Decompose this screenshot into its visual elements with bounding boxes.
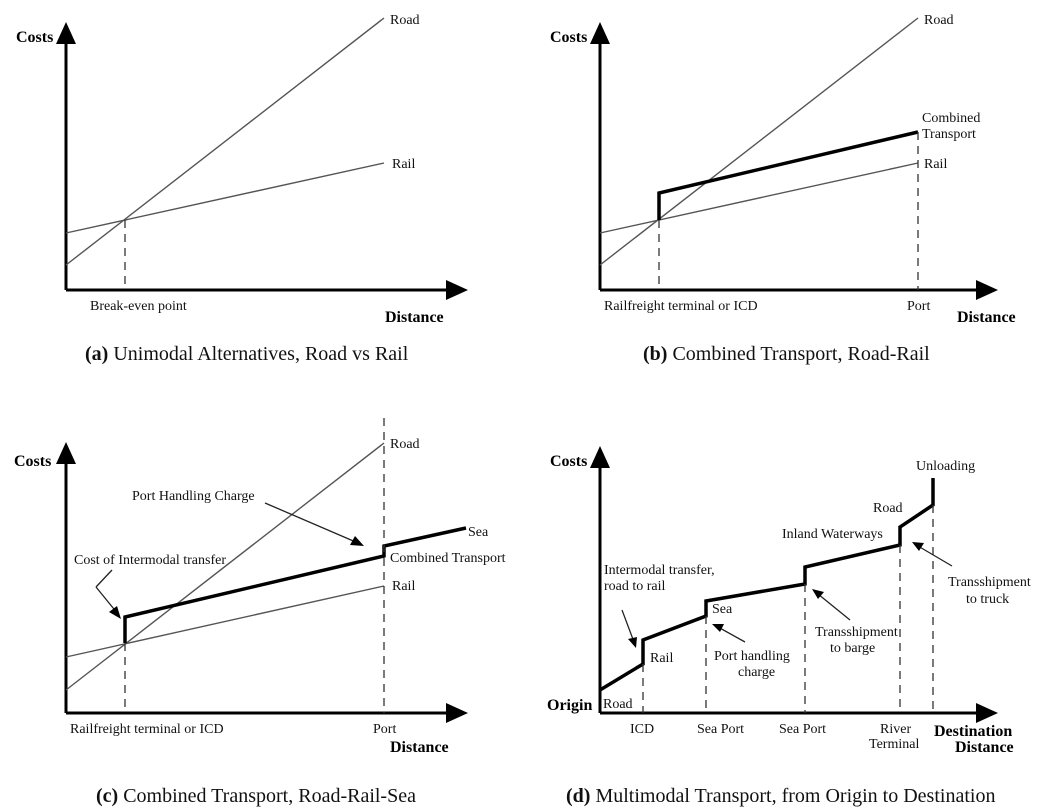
- port-handling-label: Port Handling Charge: [132, 489, 255, 504]
- panel-d: Costs Origin Destination Distance Unload…: [547, 446, 1031, 807]
- sea-label: Sea: [712, 602, 733, 617]
- transfer-label-line2: road to rail: [604, 579, 666, 594]
- caption-c: (c) Combined Transport, Road-Rail-Sea: [96, 785, 416, 807]
- rail-label: Rail: [924, 157, 947, 172]
- port-label: Port: [907, 299, 930, 314]
- road-label: Road: [390, 437, 420, 452]
- transship-truck-label-line2: to truck: [966, 592, 1009, 607]
- transship-truck-label-line1: Transshipment: [948, 575, 1031, 590]
- road-top-label: Road: [873, 501, 903, 516]
- port-handling-arrowhead: [350, 536, 364, 546]
- x-axis-label: Distance: [955, 739, 1014, 756]
- x-axis-arrow: [976, 703, 998, 723]
- x-axis-arrow: [446, 280, 468, 300]
- port-label: Port: [373, 722, 396, 737]
- road-line: [65, 17, 385, 266]
- combined-label-line2: Transport: [922, 127, 976, 142]
- road-line: [65, 442, 385, 691]
- caption-d: (d) Multimodal Transport, from Origin to…: [566, 785, 995, 807]
- terminal-label: Terminal: [869, 737, 919, 752]
- panel-b: Costs Distance Road Combined Transport R…: [550, 13, 1016, 365]
- transship-barge-label-line2: to barge: [830, 641, 875, 656]
- road-label: Road: [390, 13, 420, 28]
- caption-b: (b) Combined Transport, Road-Rail: [643, 343, 930, 365]
- barge-pointer: [817, 593, 851, 621]
- x-axis-arrow: [976, 280, 998, 300]
- combined-label-line1: Combined: [922, 111, 980, 126]
- road-bottom-label: Road: [603, 697, 633, 712]
- transfer-arrowhead: [628, 637, 637, 648]
- barge-arrowhead: [812, 589, 824, 599]
- origin-label: Origin: [547, 697, 592, 714]
- unloading-label: Unloading: [916, 459, 975, 474]
- river-label: River: [880, 722, 911, 737]
- combined-label: Combined Transport: [390, 551, 506, 566]
- y-axis-label: Costs: [14, 453, 51, 470]
- destination-label: Destination: [934, 723, 1012, 740]
- rail-label: Rail: [650, 651, 673, 666]
- rail-line: [599, 162, 919, 234]
- break-even-label: Break-even point: [90, 299, 187, 314]
- y-axis-arrow: [590, 446, 610, 468]
- road-line: [599, 17, 919, 266]
- x-axis-label: Distance: [957, 309, 1016, 326]
- x-axis-arrow: [446, 703, 468, 723]
- port-handling-pointer: [264, 502, 359, 544]
- road-label: Road: [924, 13, 954, 28]
- rail-line: [65, 585, 385, 658]
- truck-pointer: [917, 545, 953, 567]
- sea-port-2-label: Sea Port: [779, 722, 826, 737]
- port-handling-label-line1: Port handling: [714, 649, 790, 664]
- panel-c: Costs Distance Road Port Handling Charge…: [14, 418, 506, 807]
- x-axis-label: Distance: [385, 309, 444, 326]
- rail-label: Rail: [392, 157, 415, 172]
- sea-label: Sea: [468, 525, 489, 540]
- rail-line: [65, 162, 385, 234]
- transship-barge-label-line1: Transshipment: [815, 625, 898, 640]
- inland-waterways-label: Inland Waterways: [782, 527, 883, 542]
- port-handling-arrowhead: [712, 624, 724, 632]
- y-axis-label: Costs: [550, 453, 587, 470]
- combined-transport-line: [657, 130, 919, 220]
- y-axis-arrow: [590, 22, 610, 44]
- intermodal-label: Cost of Intermodal transfer: [74, 553, 226, 568]
- intermodal-arrowhead: [109, 606, 121, 619]
- port-handling-pointer: [717, 626, 746, 643]
- transfer-pointer: [621, 609, 635, 643]
- y-axis-arrow: [56, 22, 76, 44]
- terminal-label: Railfreight terminal or ICD: [70, 722, 224, 737]
- icd-label: ICD: [630, 722, 654, 737]
- sea-port-1-label: Sea Port: [697, 722, 744, 737]
- x-axis-label: Distance: [390, 739, 449, 756]
- y-axis-label: Costs: [16, 29, 53, 46]
- combined-transport-line: [123, 526, 467, 643]
- y-axis-arrow: [56, 442, 76, 464]
- transfer-label-line1: Intermodal transfer,: [604, 563, 715, 578]
- port-handling-label-line2: charge: [738, 665, 775, 680]
- rail-label: Rail: [392, 579, 415, 594]
- truck-arrowhead: [912, 542, 924, 551]
- caption-a: (a) Unimodal Alternatives, Road vs Rail: [85, 343, 409, 365]
- panel-a: Costs Distance Road Rail Break-even poin…: [16, 13, 468, 365]
- y-axis-label: Costs: [550, 29, 587, 46]
- intermodal-pointer-1: [95, 569, 113, 588]
- terminal-label: Railfreight terminal or ICD: [604, 299, 758, 314]
